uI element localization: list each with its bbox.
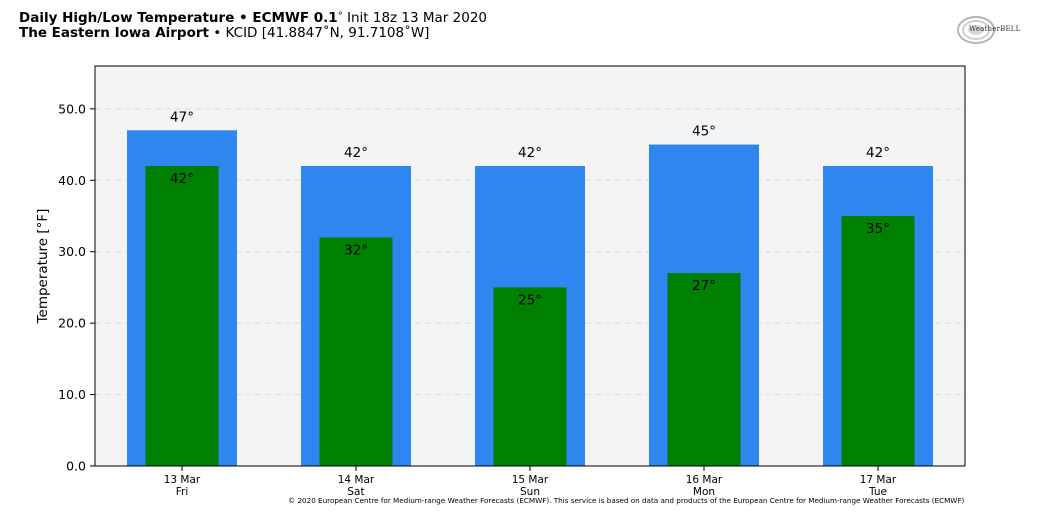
station-name: The Eastern Iowa Airport <box>19 25 209 41</box>
y-tick-label: 20.0 <box>58 316 86 331</box>
x-tick-label-day: Sat <box>347 486 364 498</box>
low-temp-bar <box>493 287 567 466</box>
x-tick-label-day: Tue <box>868 486 887 498</box>
x-tick-label-date: 17 Mar <box>860 474 897 486</box>
x-tick-label-date: 16 Mar <box>686 474 723 486</box>
high-temp-label: 42° <box>344 145 368 161</box>
x-tick-label-day: Sun <box>520 486 540 498</box>
x-tick-label-day: Mon <box>693 486 715 498</box>
y-axis-label: Temperature [°F] <box>35 209 51 325</box>
low-temp-bar <box>841 216 915 466</box>
swirl-logo-icon <box>957 16 995 44</box>
y-tick-label: 40.0 <box>58 173 86 188</box>
y-tick-label: 30.0 <box>58 244 86 259</box>
high-temp-label: 42° <box>866 145 890 161</box>
title-degree: ° <box>337 11 343 22</box>
y-tick-label: 10.0 <box>58 387 86 402</box>
x-tick-label-date: 14 Mar <box>338 474 375 486</box>
copyright-notice: © 2020 European Centre for Medium-range … <box>288 496 965 505</box>
high-temp-label: 42° <box>518 145 542 161</box>
low-temp-label: 27° <box>692 278 716 294</box>
y-tick-label: 50.0 <box>58 101 86 116</box>
station-coords: • KCID [41.8847˚N, 91.7108˚W] <box>208 25 430 41</box>
plot-frame <box>94 65 966 467</box>
title-line-1: Daily High/Low Temperature • ECMWF 0.1° … <box>19 9 487 26</box>
y-tick-label: 0.0 <box>66 459 86 474</box>
high-temp-label: 47° <box>170 109 194 125</box>
low-temp-label: 42° <box>170 171 194 187</box>
high-temp-label: 45° <box>692 124 716 140</box>
low-temp-label: 25° <box>518 292 542 308</box>
x-tick-label-date: 15 Mar <box>512 474 549 486</box>
title-line-2: The Eastern Iowa Airport • KCID [41.8847… <box>19 26 487 41</box>
x-tick-label-date: 13 Mar <box>164 474 201 486</box>
weatherbell-logo: WeatherBELL <box>956 14 1020 46</box>
logo-text: WeatherBELL <box>969 25 1021 33</box>
title-init: Init 18z 13 Mar 2020 <box>342 10 487 26</box>
low-temp-bar <box>319 237 393 466</box>
low-temp-bar <box>667 273 741 466</box>
chart-title: Daily High/Low Temperature • ECMWF 0.1° … <box>19 9 487 41</box>
x-tick-label-day: Fri <box>176 486 189 498</box>
low-temp-label: 35° <box>866 221 890 237</box>
low-temp-bar <box>145 166 219 466</box>
title-main: Daily High/Low Temperature • ECMWF 0.1 <box>19 10 338 26</box>
low-temp-label: 32° <box>344 242 368 258</box>
